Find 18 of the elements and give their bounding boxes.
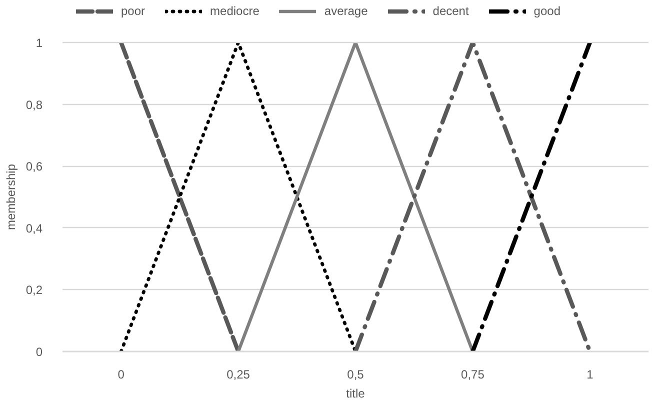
y-tick-label: 0,4 xyxy=(26,221,43,236)
x-axis-title: title xyxy=(346,386,366,400)
y-tick-label: 1 xyxy=(36,36,43,50)
y-tick-label: 0 xyxy=(36,345,43,359)
y-tick-label: 0,6 xyxy=(26,160,43,174)
legend-label: decent xyxy=(432,4,469,18)
x-tick-label: 0,5 xyxy=(347,368,364,382)
y-tick-label: 0,8 xyxy=(26,98,43,112)
legend-label: good xyxy=(534,4,560,18)
y-axis-title: membership xyxy=(4,164,18,230)
legend-label: average xyxy=(324,4,368,18)
legend-label: mediocre xyxy=(210,4,260,18)
x-tick-label: 1 xyxy=(586,368,594,382)
x-tick-label: 0 xyxy=(118,368,125,382)
legend-label: poor xyxy=(121,4,146,18)
y-tick-label: 0,2 xyxy=(26,283,43,298)
x-tick-label: 0,75 xyxy=(461,368,485,382)
x-tick-label: 0,25 xyxy=(226,368,250,382)
